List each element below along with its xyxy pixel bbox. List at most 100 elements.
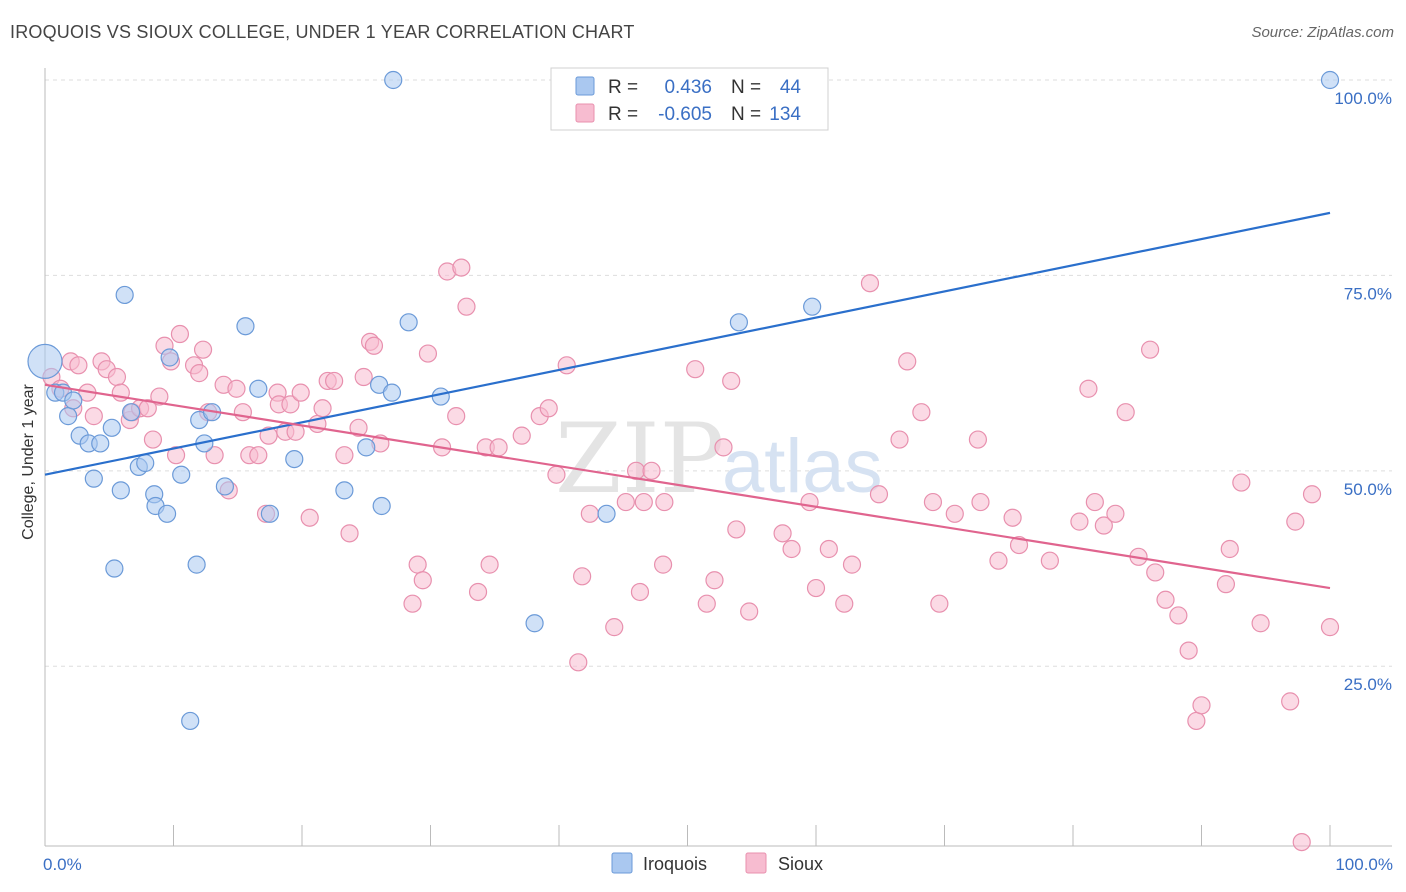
iroquois-point (525, 614, 544, 633)
series-legend-label-iroquois: Iroquois (643, 854, 707, 874)
sioux-point (335, 446, 354, 465)
sioux-point (580, 504, 599, 523)
iroquois-point (215, 477, 234, 496)
iroquois-point (729, 313, 749, 332)
sioux-point (722, 371, 741, 391)
legend-swatch-iroquois (575, 76, 595, 96)
sioux-point (1187, 711, 1206, 731)
iroquois-point (187, 555, 206, 574)
sioux-point (190, 364, 209, 383)
sioux-point (413, 571, 432, 590)
sioux-point (193, 340, 213, 359)
sioux-point (1070, 512, 1089, 531)
legend-box (550, 67, 829, 131)
sioux-point (1216, 575, 1236, 594)
sioux-point (418, 344, 438, 363)
sioux-point (457, 297, 476, 316)
sioux-point (1040, 551, 1059, 570)
iroquois-point (27, 343, 63, 379)
sioux-point (205, 446, 224, 465)
sioux-point (349, 418, 368, 437)
sioux-point (1286, 512, 1305, 531)
sioux-point (1292, 832, 1311, 852)
iroquois-point (382, 383, 402, 402)
iroquois-point (115, 285, 134, 305)
iroquois-point (157, 504, 177, 523)
sioux-point (930, 594, 949, 613)
sioux-point (1281, 692, 1300, 711)
iroquois-point (105, 559, 124, 578)
x-tick-label: 0.0% (43, 855, 82, 874)
sioux-point (968, 430, 988, 449)
source-note: Source: ZipAtlas.com (1251, 24, 1394, 41)
sioux-point (860, 274, 880, 293)
sioux-point (403, 594, 422, 613)
watermark: ZIP atlas (555, 403, 883, 515)
sioux-point (945, 504, 964, 523)
iroquois-point (803, 297, 822, 316)
sioux-point (1320, 618, 1340, 637)
sioux-point (835, 594, 854, 613)
x-tick-label: 100.0% (1335, 855, 1393, 874)
sioux-point (170, 324, 190, 344)
sioux-point (971, 492, 990, 512)
sioux-point (557, 356, 576, 375)
iroquois-point (91, 434, 110, 453)
sioux-point (1232, 473, 1251, 492)
sioux-point (1192, 696, 1211, 715)
sioux-point (1085, 492, 1104, 512)
sioux-point (468, 582, 488, 602)
sioux-point (773, 524, 792, 543)
sioux-point (227, 379, 246, 398)
x-tick-labels: 0.0% 100.0% (43, 855, 1393, 874)
iroquois-point (111, 481, 130, 500)
iroquois-point (160, 348, 179, 367)
legend-n-label: N = (731, 104, 761, 125)
sioux-point (697, 594, 716, 613)
legend-swatch-sioux (575, 103, 595, 123)
sioux-point (300, 508, 319, 527)
sioux-point (107, 367, 127, 387)
sioux-point (989, 551, 1008, 570)
sioux-trendline (44, 383, 1331, 590)
trendlines (44, 211, 1331, 590)
iroquois-point (384, 70, 403, 90)
y-tick-label: 25.0% (1344, 675, 1392, 694)
sioux-point (166, 446, 186, 465)
series-legend-label-sioux: Sioux (778, 854, 823, 874)
series-legend-swatch-sioux (745, 852, 767, 874)
sioux-point (740, 602, 759, 621)
legend-r-value: 0.436 (664, 77, 712, 98)
sioux-point (1116, 403, 1135, 422)
sioux-point (69, 356, 88, 375)
y-tick-label: 75.0% (1344, 284, 1392, 303)
sioux-point (364, 336, 384, 355)
iroquois-points (27, 70, 1340, 731)
y-tick-label: 50.0% (1344, 480, 1392, 499)
sioux-point (325, 371, 344, 391)
sioux-point (281, 395, 300, 414)
sioux-point (1179, 641, 1198, 660)
legend-r-label: R = (608, 104, 638, 125)
iroquois-point (1320, 70, 1340, 90)
sioux-point (1094, 516, 1113, 535)
legend-r-value: -0.605 (658, 104, 712, 125)
iroquois-point (121, 403, 141, 422)
sioux-point (84, 407, 103, 426)
iroquois-point (59, 407, 78, 426)
sioux-point (655, 492, 674, 512)
sioux-point (573, 567, 592, 586)
iroquois-point (84, 469, 103, 488)
watermark-atlas: atlas (722, 424, 883, 509)
sioux-point (249, 446, 268, 465)
sioux-point (714, 438, 733, 457)
iroquois-point (357, 438, 376, 457)
sioux-point (1106, 504, 1125, 523)
iroquois-point (64, 391, 83, 410)
legend-n-value: 44 (780, 77, 802, 98)
gridlines (45, 79, 1392, 667)
sioux-point (653, 555, 673, 574)
sioux-point (1079, 379, 1098, 398)
iroquois-point (335, 481, 354, 500)
